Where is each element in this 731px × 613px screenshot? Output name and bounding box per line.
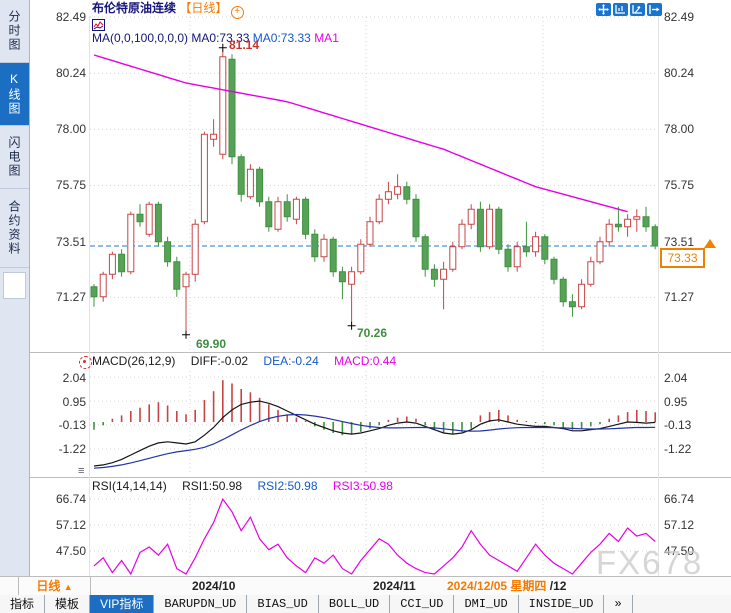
timeline-label-nov: 2024/11 — [373, 579, 416, 593]
price-axis-right-1: 80.24 — [664, 66, 695, 80]
low-price-label-1: 69.90 — [196, 337, 227, 351]
rsi-axis-left-2: 47.50 — [55, 544, 86, 558]
tab-boll-ud[interactable]: BOLL_UD — [319, 595, 391, 613]
macd-axis-right-2: -0.13 — [664, 418, 692, 432]
macd-axis-left-3: -1.22 — [58, 442, 86, 456]
rsi3-value: RSI3:50.98 — [332, 479, 393, 493]
add-indicator-icon[interactable]: + — [230, 6, 244, 19]
tab-barupdn-ud[interactable]: BARUPDN_UD — [154, 595, 248, 613]
mini-chart-icon[interactable] — [92, 19, 339, 31]
pan-right-tool-icon[interactable] — [647, 3, 662, 16]
chart-header: 布伦特原油连续 【日线】 + MA(0,0,100,0,0,0) MA0:73.… — [92, 1, 339, 45]
chevron-up-icon: ▲ — [63, 582, 73, 592]
macd-title: MACD(26,12,9) — [92, 354, 176, 368]
current-price-arrow-icon — [704, 239, 716, 248]
macd-dea-value: DEA:-0.24 — [263, 354, 319, 368]
price-axis-right-3: 75.75 — [664, 178, 695, 192]
sidebar-item-lightning-chart[interactable]: 闪电图 — [0, 126, 29, 189]
price-axis-right-4: 73.51 — [664, 235, 695, 249]
indicator-toolbar: 指标 模板 VIP指标 BARUPDN_UD BIAS_UD BOLL_UD C… — [0, 595, 731, 613]
period-selector-label: 日线 — [36, 579, 61, 593]
rsi-axis-right-0: 66.74 — [664, 492, 695, 506]
macd-axis-right-3: -1.22 — [664, 442, 692, 456]
macd-axis-right-0: 2.04 — [664, 371, 688, 385]
period-tag[interactable]: 【日线】 — [179, 1, 228, 15]
panel-divider-macd-rsi — [30, 477, 731, 478]
tab-inside-ud[interactable]: INSIDE_UD — [519, 595, 605, 613]
price-axis-left-1: 80.24 — [55, 66, 86, 80]
low-price-label-2: 70.26 — [357, 326, 388, 340]
ma1-label: MA1 — [314, 31, 339, 45]
rsi-axis-right-1: 57.12 — [664, 518, 695, 532]
sidebar-item-contract-info[interactable]: 合约资料 — [0, 189, 29, 268]
macd-settings-icon[interactable] — [79, 356, 92, 369]
current-date-text: 2024/12/05 星期四 — [447, 579, 547, 593]
rsi-title: RSI(14,14,14) — [92, 479, 167, 493]
panel-divider-price-macd — [30, 352, 731, 353]
price-axis-right-0: 82.49 — [664, 10, 695, 24]
tab-more[interactable]: » — [604, 595, 633, 613]
tab-cci-ud[interactable]: CCI_UD — [390, 595, 455, 613]
period-selector-button[interactable]: 日线 ▲ — [18, 577, 91, 595]
price-axis-right-2: 78.00 — [664, 122, 695, 136]
price-axis-left-4: 73.51 — [55, 235, 86, 249]
tab-indicators[interactable]: 指标 — [0, 595, 46, 613]
sidebar: 分时图 K线图 闪电图 合约资料 — [0, 0, 30, 576]
timeline-label-oct: 2024/10 — [192, 579, 236, 593]
timeline-label-dec: /12 — [549, 579, 567, 593]
macd-header: MACD(26,12,9) DIFF:-0.02 DEA:-0.24 MACD:… — [92, 354, 408, 369]
timeline-bar: 日线 ▲ 2024/10 2024/11 2024/12/05 星期四 /12 — [0, 576, 731, 596]
timeline-current-date: 2024/12/05 星期四 /12 — [447, 578, 566, 594]
rsi-axis-left-0: 66.74 — [55, 492, 86, 506]
current-price-badge: 73.33 — [660, 248, 705, 268]
tab-bias-ud[interactable]: BIAS_UD — [247, 595, 319, 613]
watermark: FX678 — [596, 544, 704, 581]
ma0-value-secondary: MA0:73.33 — [252, 31, 311, 45]
high-price-label: 81.14 — [229, 38, 260, 52]
sidebar-item-kline-chart[interactable]: K线图 — [0, 63, 29, 126]
sidebar-empty-box — [3, 272, 26, 299]
rsi1-value: RSI1:50.98 — [182, 479, 243, 493]
rsi2-value: RSI2:50.98 — [257, 479, 318, 493]
rsi-axis-right-2: 47.50 — [664, 544, 695, 558]
macd-diff-value: DIFF:-0.02 — [190, 354, 249, 368]
price-axis-left-5: 71.27 — [55, 290, 86, 304]
tab-templates[interactable]: 模板 — [45, 595, 91, 613]
macd-value: MACD:0.44 — [334, 354, 397, 368]
rsi-settings-icon[interactable]: ≡ — [78, 465, 85, 477]
rsi-axis-left-1: 57.12 — [55, 518, 86, 532]
crosshair-tool-icon[interactable] — [596, 3, 611, 16]
sidebar-item-time-chart[interactable]: 分时图 — [0, 0, 29, 63]
tab-vip-indicators[interactable]: VIP指标 — [90, 595, 155, 613]
macd-axis-left-0: 2.04 — [62, 371, 86, 385]
plot-right-border — [658, 16, 659, 576]
rsi-header: RSI(14,14,14) RSI1:50.98 RSI2:50.98 RSI3… — [92, 479, 405, 494]
ma-settings-label: MA(0,0,100,0,0,0) — [92, 31, 189, 45]
price-axis-right-5: 71.27 — [664, 290, 695, 304]
tab-dmi-ud[interactable]: DMI_UD — [454, 595, 519, 613]
zoom-out-tool-icon[interactable] — [613, 3, 628, 16]
price-axis-left-0: 82.49 — [55, 10, 86, 24]
ma0-value-primary: MA0:73.33 — [191, 31, 250, 45]
price-axis-left-2: 78.00 — [55, 122, 86, 136]
zoom-in-tool-icon[interactable] — [630, 3, 645, 16]
instrument-title: 布伦特原油连续 — [92, 1, 177, 15]
macd-axis-left-1: 0.95 — [62, 395, 86, 409]
plot-left-border — [89, 16, 90, 576]
macd-axis-left-2: -0.13 — [58, 418, 86, 432]
macd-axis-right-1: 0.95 — [664, 395, 688, 409]
price-axis-left-3: 75.75 — [55, 178, 86, 192]
